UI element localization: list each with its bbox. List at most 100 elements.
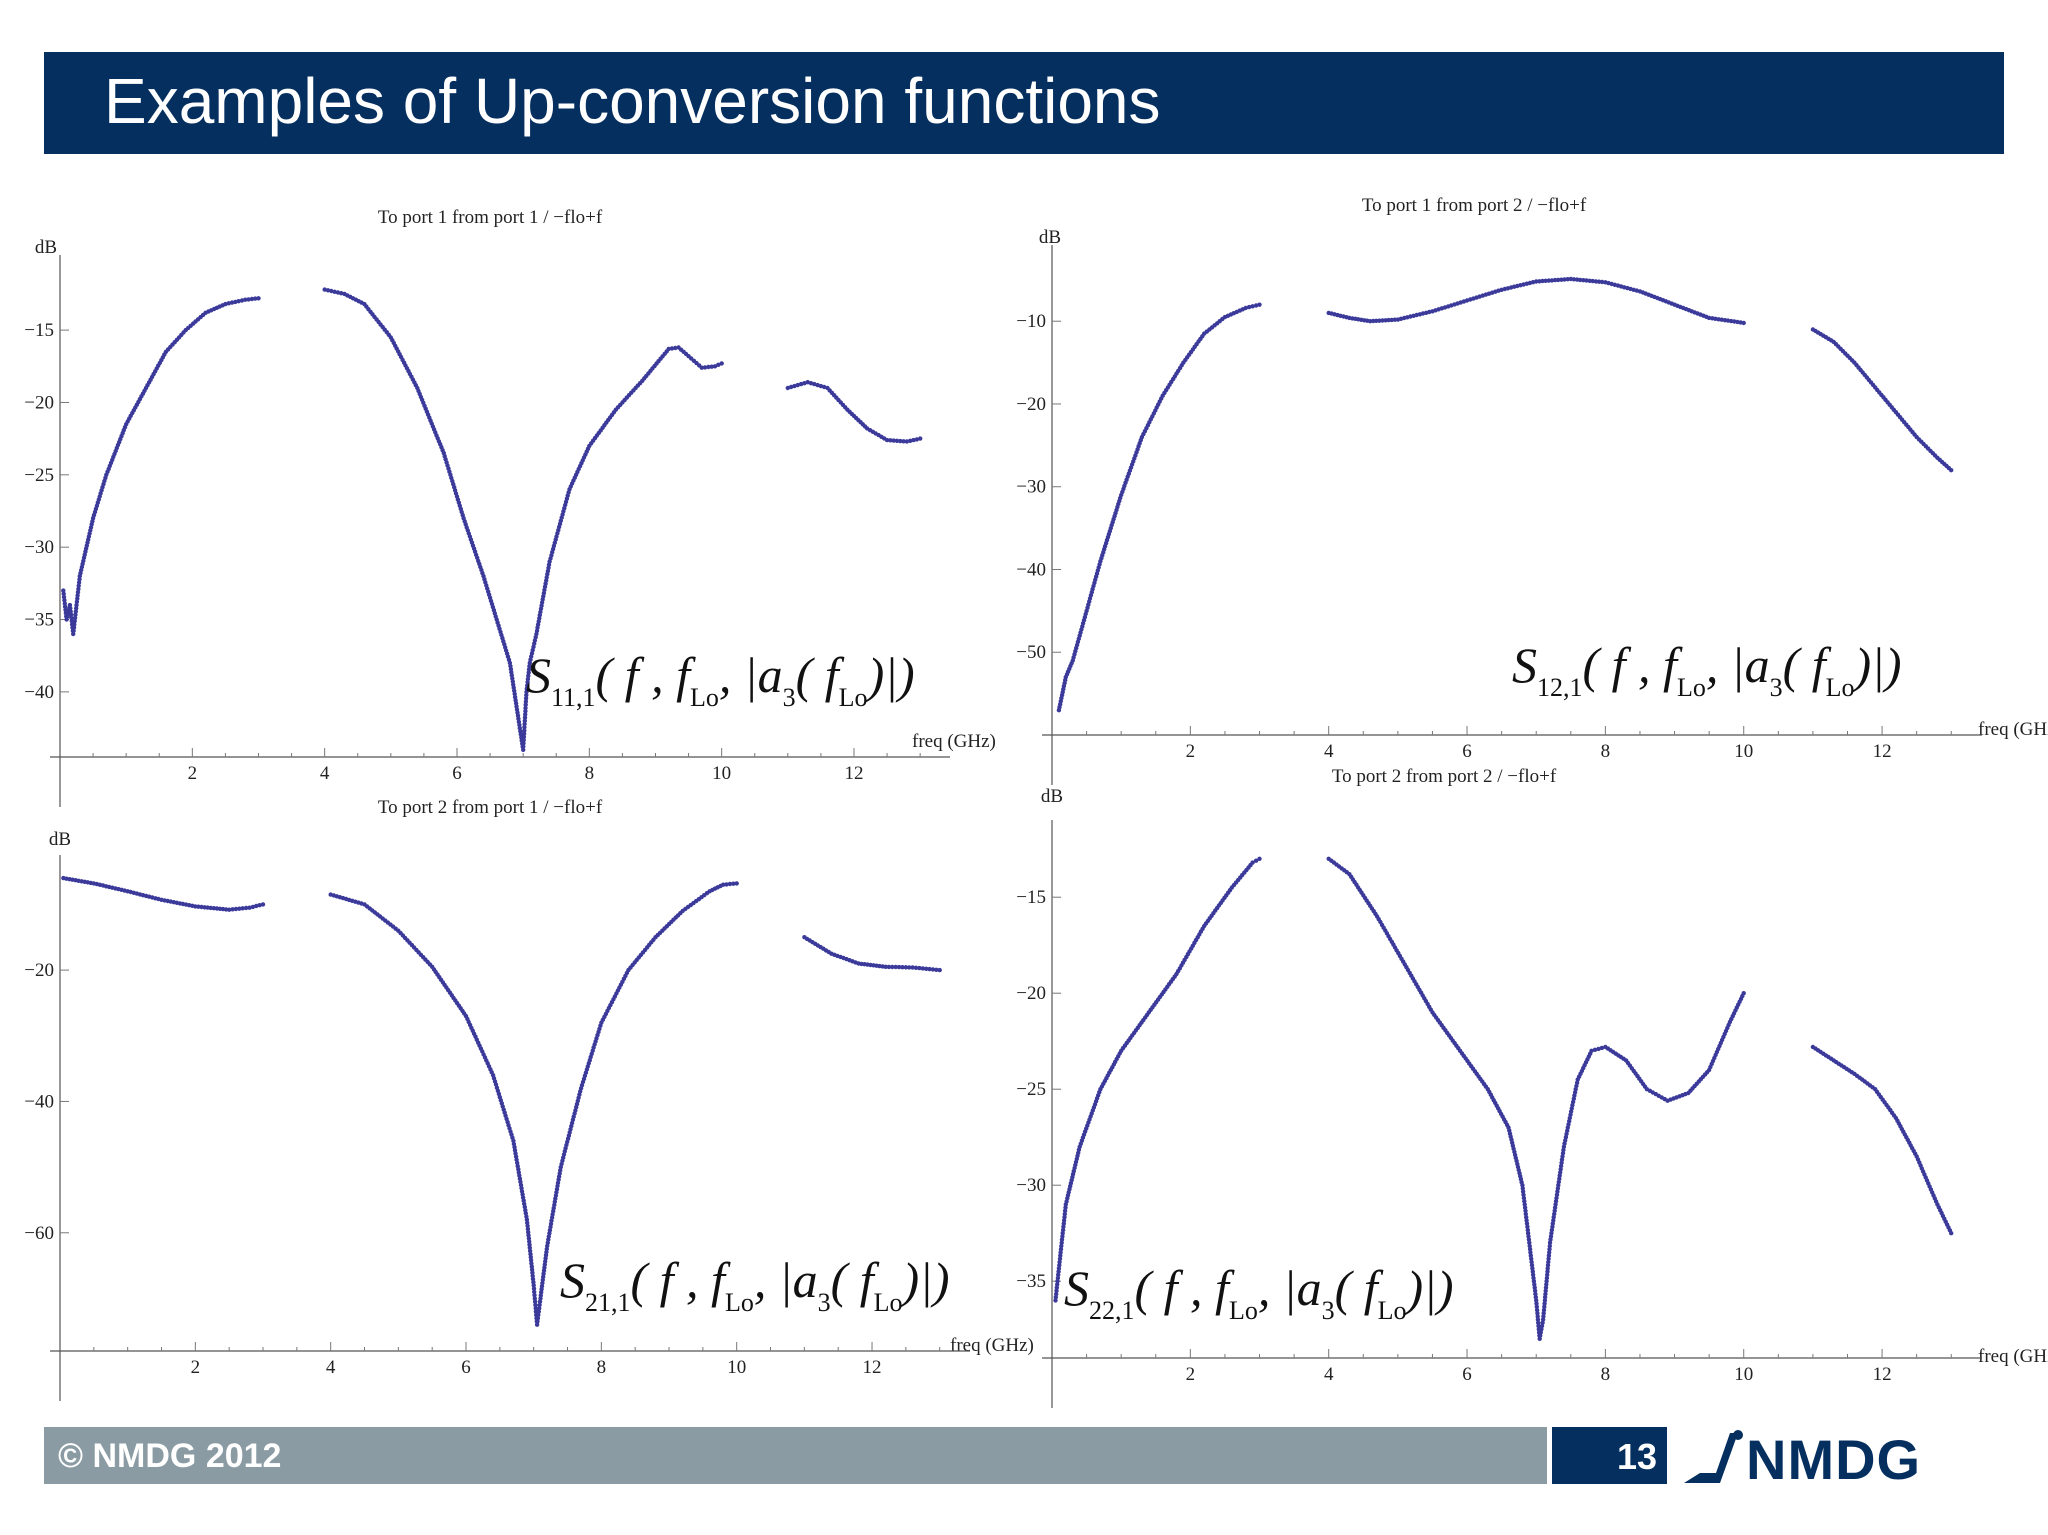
data-point bbox=[1546, 1253, 1552, 1258]
data-point bbox=[884, 437, 890, 443]
x-axis-label: freq (GHz) bbox=[1978, 719, 2048, 740]
data-point bbox=[1532, 1282, 1537, 1287]
page-number: 13 bbox=[1616, 1436, 1657, 1477]
data-point bbox=[734, 881, 739, 886]
data-point bbox=[1054, 1285, 1059, 1290]
data-point bbox=[785, 385, 790, 391]
x-tick-label: 8 bbox=[597, 1357, 607, 1378]
data-point bbox=[911, 437, 916, 443]
y-tick-label: −10 bbox=[1016, 311, 1046, 332]
data-point bbox=[260, 902, 266, 907]
data-point bbox=[883, 964, 888, 969]
data-point bbox=[1062, 1211, 1067, 1217]
data-point bbox=[329, 288, 334, 294]
data-point bbox=[1527, 1243, 1532, 1249]
data-point bbox=[1253, 303, 1259, 308]
data-point bbox=[230, 907, 235, 912]
data-point bbox=[1530, 1266, 1535, 1271]
y-tick-label: −25 bbox=[1016, 1079, 1046, 1100]
data-point bbox=[1551, 1218, 1556, 1223]
data-point bbox=[1053, 1298, 1058, 1303]
data-point bbox=[535, 1319, 540, 1324]
data-point bbox=[1600, 279, 1605, 285]
data-point bbox=[1250, 304, 1255, 309]
data-point bbox=[1554, 1192, 1560, 1197]
data-point bbox=[536, 1309, 541, 1314]
data-point bbox=[1543, 1288, 1548, 1293]
data-point bbox=[927, 966, 932, 972]
data-point bbox=[521, 744, 526, 749]
y-tick-label: −30 bbox=[1016, 1175, 1046, 1196]
data-point bbox=[1053, 1295, 1058, 1300]
data-point bbox=[1547, 1243, 1552, 1249]
data-point bbox=[256, 296, 261, 301]
data-point bbox=[1545, 1266, 1550, 1271]
data-point bbox=[1527, 1247, 1533, 1252]
data-point bbox=[886, 964, 892, 970]
data-point bbox=[1542, 1298, 1548, 1303]
data-point bbox=[523, 709, 528, 714]
y-tick-label: −40 bbox=[24, 1091, 54, 1112]
data-point bbox=[525, 1226, 531, 1232]
data-point bbox=[1541, 1314, 1546, 1319]
data-point bbox=[716, 362, 721, 367]
data-point bbox=[75, 590, 81, 595]
data-point bbox=[1555, 1186, 1561, 1191]
data-point bbox=[522, 715, 528, 720]
data-point bbox=[532, 1299, 538, 1304]
data-point bbox=[257, 903, 262, 908]
data-point bbox=[798, 381, 804, 387]
data-point bbox=[236, 299, 241, 304]
data-point bbox=[891, 438, 896, 443]
data-point bbox=[1525, 1227, 1530, 1233]
data-point bbox=[1532, 1285, 1537, 1290]
data-point bbox=[339, 291, 344, 296]
data-point bbox=[76, 580, 82, 585]
data-point bbox=[1735, 319, 1740, 325]
data-point bbox=[523, 705, 528, 711]
data-point bbox=[534, 1322, 540, 1327]
data-point bbox=[537, 1302, 542, 1308]
data-point bbox=[73, 612, 78, 617]
x-tick-label: 2 bbox=[188, 763, 198, 784]
data-point bbox=[1534, 1301, 1539, 1306]
y-axis-label: dB bbox=[1041, 786, 1063, 807]
data-point bbox=[1521, 1192, 1526, 1197]
data-point bbox=[72, 622, 77, 627]
data-point bbox=[62, 601, 67, 606]
data-point bbox=[721, 882, 726, 887]
data-point bbox=[1060, 1227, 1066, 1233]
y-axis-label: dB bbox=[49, 829, 71, 850]
data-point bbox=[1545, 1272, 1550, 1277]
data-point bbox=[1546, 1259, 1551, 1265]
data-point bbox=[1549, 278, 1555, 283]
data-point bbox=[1562, 277, 1567, 282]
data-point bbox=[71, 631, 76, 637]
data-point bbox=[526, 673, 531, 678]
data-point bbox=[229, 300, 235, 305]
formula-s11: S11,1( f , fLo, |a3( fLo)|) bbox=[526, 647, 915, 712]
data-point bbox=[910, 965, 915, 970]
data-point bbox=[250, 904, 256, 910]
data-point bbox=[904, 439, 910, 444]
x-axis-label: freq (GHz) bbox=[950, 1335, 1034, 1356]
data-point bbox=[1540, 1317, 1546, 1322]
x-tick-label: 8 bbox=[585, 763, 595, 784]
y-tick-label: −25 bbox=[24, 465, 54, 486]
data-point bbox=[1545, 1263, 1551, 1268]
data-point bbox=[527, 1248, 533, 1254]
slide-header-bar: Examples of Up-conversion functions bbox=[44, 52, 2004, 154]
data-point bbox=[1533, 1291, 1538, 1297]
data-point bbox=[702, 365, 708, 370]
data-point bbox=[530, 1273, 535, 1279]
data-point bbox=[1523, 1211, 1528, 1217]
data-point bbox=[73, 609, 79, 614]
data-point bbox=[322, 287, 327, 292]
data-point bbox=[1392, 317, 1397, 322]
data-point bbox=[1529, 1256, 1534, 1261]
data-point bbox=[1527, 1240, 1532, 1245]
data-point bbox=[1556, 277, 1561, 283]
data-point bbox=[1056, 1266, 1062, 1271]
data-point bbox=[1544, 1275, 1550, 1281]
data-point bbox=[531, 1283, 536, 1288]
